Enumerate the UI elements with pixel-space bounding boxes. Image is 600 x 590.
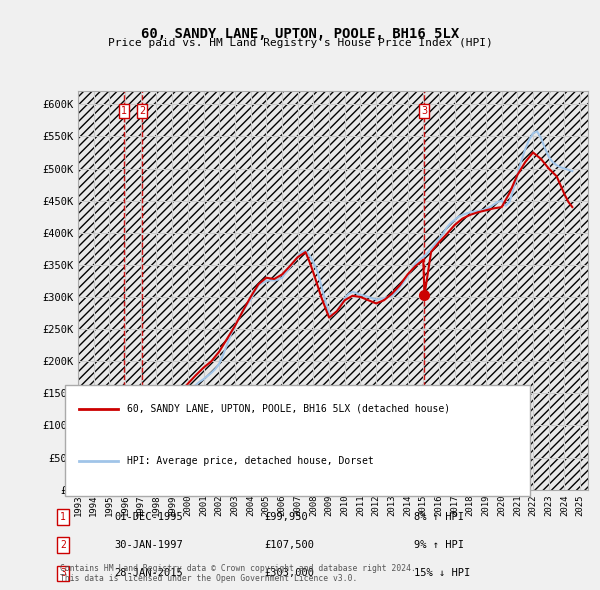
Text: 3: 3 — [421, 106, 428, 116]
Text: Contains HM Land Registry data © Crown copyright and database right 2024.
This d: Contains HM Land Registry data © Crown c… — [60, 563, 416, 583]
Text: 60, SANDY LANE, UPTON, POOLE, BH16 5LX (detached house): 60, SANDY LANE, UPTON, POOLE, BH16 5LX (… — [127, 404, 451, 414]
Text: £99,950: £99,950 — [264, 512, 308, 522]
Text: Price paid vs. HM Land Registry's House Price Index (HPI): Price paid vs. HM Land Registry's House … — [107, 38, 493, 48]
Text: 8% ↑ HPI: 8% ↑ HPI — [414, 512, 464, 522]
Text: 1: 1 — [60, 512, 66, 522]
Text: HPI: Average price, detached house, Dorset: HPI: Average price, detached house, Dors… — [127, 456, 374, 466]
Text: 3: 3 — [60, 569, 66, 578]
Text: 2: 2 — [139, 106, 145, 116]
Text: £303,000: £303,000 — [264, 569, 314, 578]
Text: 30-JAN-1997: 30-JAN-1997 — [114, 540, 183, 550]
Text: 15% ↓ HPI: 15% ↓ HPI — [414, 569, 470, 578]
Text: 1: 1 — [121, 106, 127, 116]
Text: 9% ↑ HPI: 9% ↑ HPI — [414, 540, 464, 550]
Text: 28-JAN-2015: 28-JAN-2015 — [114, 569, 183, 578]
Text: £107,500: £107,500 — [264, 540, 314, 550]
Text: 2: 2 — [60, 540, 66, 550]
Text: 01-DEC-1995: 01-DEC-1995 — [114, 512, 183, 522]
Text: 60, SANDY LANE, UPTON, POOLE, BH16 5LX: 60, SANDY LANE, UPTON, POOLE, BH16 5LX — [141, 27, 459, 41]
FancyBboxPatch shape — [65, 385, 530, 496]
